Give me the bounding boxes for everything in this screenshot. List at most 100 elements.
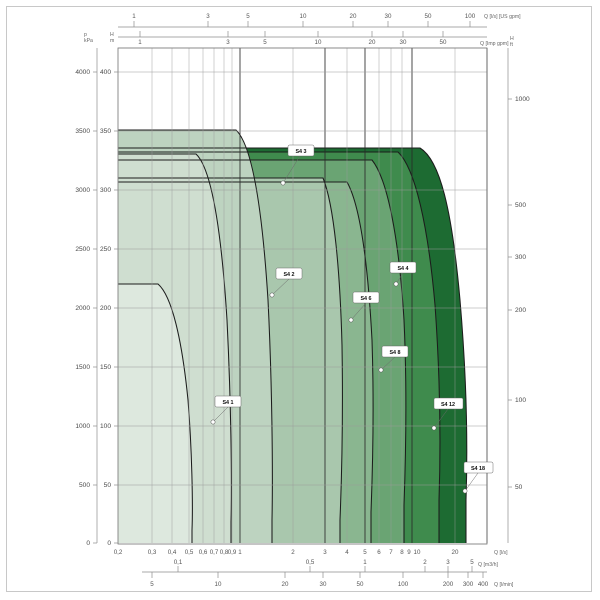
unit-ft-1: H bbox=[510, 36, 514, 42]
svg-text:0,1: 0,1 bbox=[174, 559, 183, 566]
svg-text:2: 2 bbox=[291, 549, 295, 556]
curve-s4-8 bbox=[118, 159, 407, 543]
x-axis-bottom-secondary: 0,1 0,5 1 2 3 5 Q [m3/h] bbox=[142, 559, 498, 573]
curve-s4-2 bbox=[118, 153, 232, 543]
callout-box bbox=[352, 291, 380, 304]
curve-s4-6 bbox=[118, 181, 374, 543]
horizontal-gridlines bbox=[118, 71, 487, 486]
svg-text:0,7: 0,7 bbox=[210, 549, 219, 556]
svg-text:400: 400 bbox=[100, 69, 111, 76]
svg-text:30: 30 bbox=[320, 581, 327, 588]
x-unit-ls: Q [l/s] bbox=[494, 550, 508, 556]
callout-box bbox=[287, 144, 315, 157]
unit-ft-2: ft bbox=[510, 42, 513, 48]
svg-text:250: 250 bbox=[100, 246, 111, 253]
svg-text:1: 1 bbox=[132, 13, 136, 20]
callout-s4-2[interactable]: S4 2 bbox=[269, 267, 303, 298]
curve-outlines bbox=[118, 129, 468, 543]
callout-dot bbox=[269, 292, 275, 298]
svg-text:350: 350 bbox=[100, 128, 111, 135]
svg-text:4: 4 bbox=[345, 549, 349, 556]
callout-label: S4 4 bbox=[397, 266, 408, 272]
callout-s4-8[interactable]: S4 8 bbox=[378, 345, 409, 373]
curve-s4-1 bbox=[118, 283, 193, 543]
x-axis-bottom-tertiary-ticks: 5 10 20 30 50 100 200 300 400 bbox=[150, 572, 489, 588]
callout-s4-1[interactable]: S4 1 bbox=[210, 395, 242, 425]
svg-text:1: 1 bbox=[238, 549, 242, 556]
svg-text:30: 30 bbox=[385, 13, 392, 20]
svg-text:200: 200 bbox=[515, 307, 526, 314]
top-axis-secondary-ticks: 1 3 5 10 20 30 50 bbox=[138, 31, 447, 46]
callout-label: S4 18 bbox=[471, 466, 485, 472]
svg-text:200: 200 bbox=[100, 305, 111, 312]
callout-label: S4 6 bbox=[360, 296, 371, 302]
callout-dot bbox=[393, 281, 399, 287]
svg-text:20: 20 bbox=[350, 13, 357, 20]
unit-h-1: H bbox=[110, 32, 114, 38]
svg-text:50: 50 bbox=[515, 484, 523, 491]
svg-text:0,5: 0,5 bbox=[306, 559, 315, 566]
svg-text:3: 3 bbox=[226, 39, 230, 46]
svg-text:0,3: 0,3 bbox=[148, 549, 157, 556]
callout-label: S4 1 bbox=[222, 400, 233, 406]
x-axis-bottom-primary-ticks: 0,2 0,3 0,4 0,5 0,6 0,7 0,8 0,9 1 2 3 4 … bbox=[114, 549, 459, 556]
svg-text:0: 0 bbox=[107, 540, 111, 547]
unit-h-2: m bbox=[110, 38, 114, 44]
callout-s4-6[interactable]: S4 6 bbox=[348, 291, 380, 323]
callout-box bbox=[389, 261, 417, 274]
svg-text:50: 50 bbox=[357, 581, 364, 588]
svg-text:3: 3 bbox=[206, 13, 210, 20]
svg-text:20: 20 bbox=[282, 581, 289, 588]
top-axis-primary: 1 3 5 10 20 30 50 100 Q [l/s] [US gpm] bbox=[118, 13, 521, 28]
callout-label: S4 3 bbox=[295, 149, 306, 155]
svg-text:3: 3 bbox=[446, 559, 450, 566]
svg-text:5: 5 bbox=[470, 559, 474, 566]
svg-text:9: 9 bbox=[407, 549, 411, 556]
curve-callouts: S4 3 S4 2 S4 1 S4 6 bbox=[210, 144, 494, 494]
callout-s4-18[interactable]: S4 18 bbox=[462, 461, 494, 494]
svg-text:20: 20 bbox=[369, 39, 376, 46]
svg-text:0,6: 0,6 bbox=[199, 549, 208, 556]
callout-s4-3[interactable]: S4 3 bbox=[280, 144, 315, 186]
svg-text:0,9: 0,9 bbox=[228, 549, 237, 556]
callout-dot bbox=[210, 419, 216, 425]
svg-text:50: 50 bbox=[104, 482, 112, 489]
svg-text:100: 100 bbox=[465, 13, 476, 20]
svg-text:10: 10 bbox=[315, 39, 322, 46]
top-axis-secondary: 1 3 5 10 20 30 50 Q [Imp gpm] bbox=[118, 31, 509, 47]
unit-kpa-2: kPa bbox=[84, 38, 93, 44]
performance-envelopes bbox=[118, 130, 467, 543]
envelope-s4-1 bbox=[118, 284, 193, 543]
svg-text:10: 10 bbox=[215, 581, 222, 588]
callout-dot bbox=[462, 488, 468, 494]
svg-text:0: 0 bbox=[86, 540, 90, 547]
svg-text:7: 7 bbox=[389, 549, 393, 556]
svg-text:200: 200 bbox=[443, 581, 454, 588]
svg-text:50: 50 bbox=[425, 13, 432, 20]
callout-dot bbox=[378, 367, 384, 373]
callout-s4-12[interactable]: S4 12 bbox=[431, 397, 464, 431]
svg-text:0,8: 0,8 bbox=[220, 549, 229, 556]
svg-text:1: 1 bbox=[138, 39, 142, 46]
svg-text:4000: 4000 bbox=[75, 69, 90, 76]
svg-text:100: 100 bbox=[100, 423, 111, 430]
svg-text:2: 2 bbox=[423, 559, 427, 566]
callout-box bbox=[433, 397, 464, 410]
callout-s4-4[interactable]: S4 4 bbox=[389, 261, 417, 287]
svg-text:5: 5 bbox=[246, 13, 250, 20]
svg-text:1000: 1000 bbox=[515, 96, 530, 103]
x-axis-bottom-tertiary: 5 10 20 30 50 100 200 300 400 Q [l/min] bbox=[150, 572, 514, 588]
svg-text:300: 300 bbox=[515, 254, 526, 261]
top-unit-usgpm: Q [l/s] [US gpm] bbox=[484, 14, 521, 20]
curve-s4-18 bbox=[118, 147, 468, 543]
callout-box bbox=[381, 345, 409, 358]
callout-dot bbox=[348, 317, 354, 323]
svg-text:300: 300 bbox=[463, 581, 474, 588]
svg-text:0,4: 0,4 bbox=[168, 549, 177, 556]
svg-text:500: 500 bbox=[79, 482, 90, 489]
svg-text:8: 8 bbox=[400, 549, 404, 556]
x-axis-bottom-secondary-ticks: 0,1 0,5 1 2 3 5 bbox=[174, 559, 474, 572]
svg-text:5: 5 bbox=[363, 549, 367, 556]
y-axis-left-outer: 4000 3500 3000 2500 2000 1500 1000 500 0 bbox=[75, 48, 98, 547]
svg-text:5: 5 bbox=[263, 39, 267, 46]
